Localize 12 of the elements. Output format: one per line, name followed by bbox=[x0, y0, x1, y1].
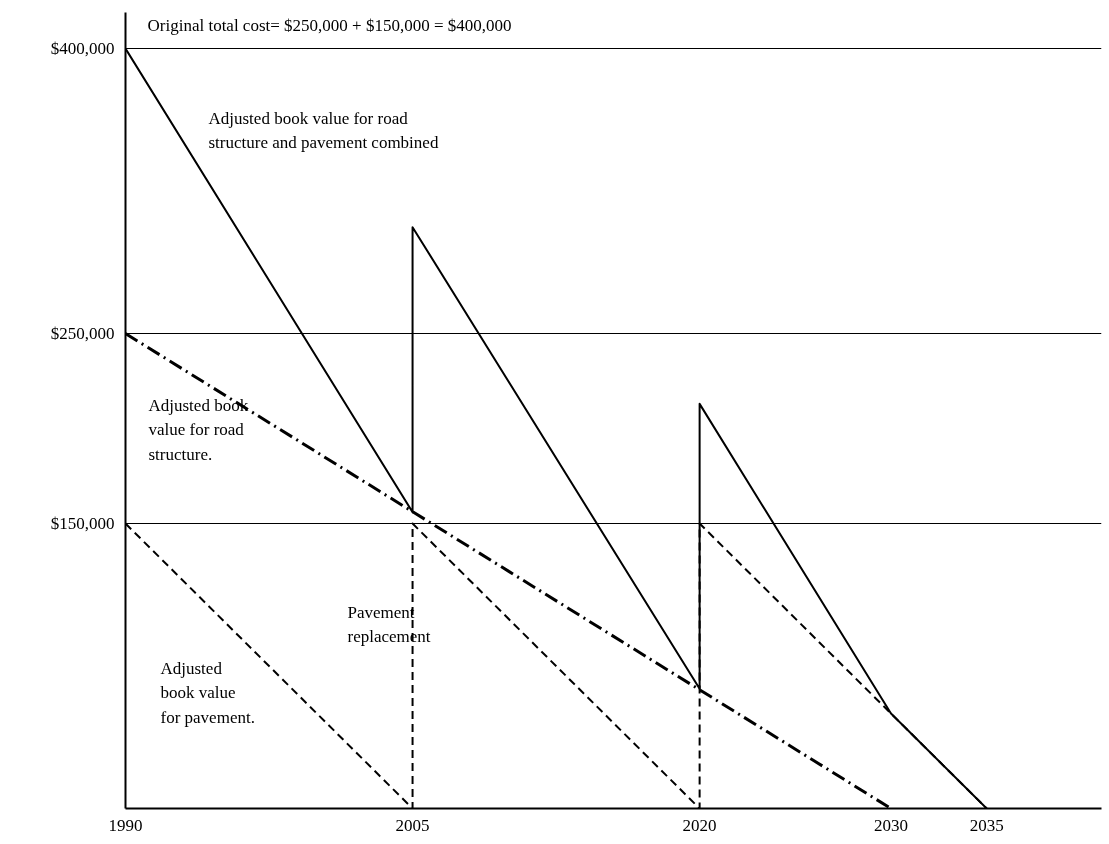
x-tick-label: 2020 bbox=[682, 815, 717, 835]
y-tick-label: $400,000 bbox=[50, 39, 115, 59]
annotation: Original total cost= $250,000 + $150,000 = $400,000 bbox=[147, 15, 512, 35]
annotation: Adjusted book value for pavement. bbox=[160, 658, 255, 727]
y-tick-label: $150,000 bbox=[50, 514, 115, 534]
annotation: Pavement replacement bbox=[347, 602, 431, 647]
x-tick-label: 2005 bbox=[395, 815, 430, 835]
x-tick-label: 2030 bbox=[873, 815, 908, 835]
annotation: Adjusted book value for road structure and pavement combined bbox=[208, 108, 439, 153]
y-tick-label: $250,000 bbox=[50, 324, 115, 344]
x-tick-label: 1990 bbox=[108, 815, 143, 835]
x-tick-label: 2035 bbox=[969, 815, 1004, 835]
